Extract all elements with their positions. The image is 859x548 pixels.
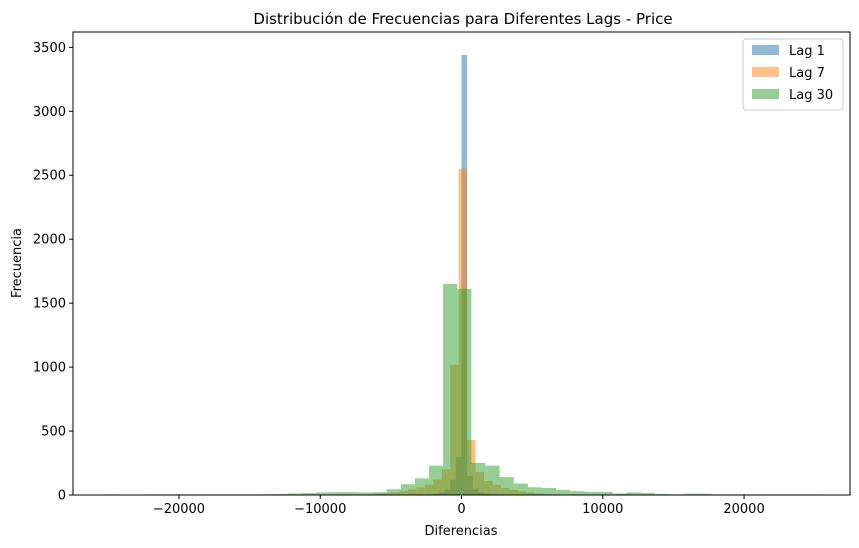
bar-series-3-bin-33 [570,491,585,495]
legend-label-lag-30: Lag 30 [789,88,833,103]
bar-series-3-bin-32 [556,489,571,495]
bar-series-3-bin-13 [287,493,302,495]
bar-series-3-bin-36 [612,493,627,495]
legend-swatch-lag-1 [752,45,779,55]
y-tick-label: 3500 [33,41,66,56]
bar-series-3-bin-20 [386,489,401,495]
bar-series-3-bin-41 [683,493,698,495]
bar-series-3-bin-38 [640,493,656,495]
x-tick-label: −20000 [153,502,205,517]
x-tick-label: 10000 [582,502,623,517]
bar-series-3-bin-24 [443,283,458,495]
bar-series-3-bin-39 [655,493,670,495]
x-axis-ticks: −20000 −10000 0 10000 20000 [153,495,765,517]
bar-series-3-bin-15 [315,492,331,495]
bar-series-3-bin-23 [429,465,444,495]
bar-series-3-bin-19 [372,492,387,495]
legend: Lag 1 Lag 7 Lag 30 [742,38,844,111]
bar-series-3-bin-18 [358,492,373,495]
bar-series-3-bin-22 [414,478,430,495]
y-tick-label: 2000 [33,233,66,248]
x-tick-label: 0 [457,502,465,517]
y-tick-label: 3000 [33,105,66,120]
bar-series-3-bin-21 [400,484,415,495]
y-tick-label: 0 [58,489,66,504]
bar-series-3-bin-29 [513,483,528,495]
bar-series-3-bin-31 [542,487,557,495]
y-axis-label: Frecuencia [10,228,25,298]
bar-series-3-bin-27 [485,465,500,495]
bar-series-3-bin-42 [697,493,712,495]
bar-series-3-bin-17 [344,492,359,495]
legend-label-lag-7: Lag 7 [789,66,825,81]
bar-series-3-bin-14 [301,493,316,495]
bar-series-3-bin-25 [457,289,472,495]
legend-swatch-lag-30 [752,89,779,99]
bar-series-3-bin-30 [527,487,543,495]
bar-series-3-bin-16 [330,492,345,495]
x-tick-label: 20000 [723,502,764,517]
legend-label-lag-1: Lag 1 [789,44,825,59]
histogram-bars [104,55,819,496]
x-tick-label: −10000 [294,502,346,517]
legend-swatch-lag-7 [752,67,779,77]
y-tick-label: 1500 [33,297,66,312]
chart-title: Distribución de Frecuencias para Diferen… [253,10,672,28]
x-axis-label: Diferencias [425,524,498,539]
y-axis-ticks: 0 500 1000 1500 2000 2500 3000 3500 [33,41,73,504]
y-tick-label: 2500 [33,169,66,184]
y-tick-label: 1000 [33,361,66,376]
bar-series-3-bin-34 [584,491,599,495]
y-tick-label: 500 [41,425,66,440]
bar-series-3-bin-28 [499,477,514,495]
bar-series-3-bin-12 [273,493,288,495]
bar-series-3-bin-37 [626,492,641,495]
bar-series-3-bin-35 [598,491,613,495]
bar-series-3-bin-26 [471,463,486,495]
